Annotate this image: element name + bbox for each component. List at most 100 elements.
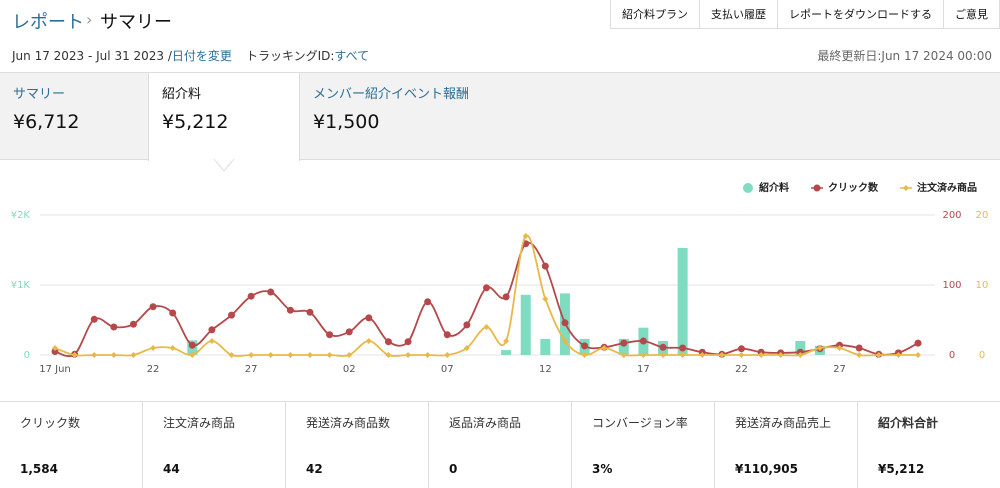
y3-tick-label: 20	[976, 210, 989, 221]
point	[150, 345, 157, 351]
point	[71, 352, 78, 358]
last-updated: 最終更新日:Jun 17 2024 00:00	[817, 49, 992, 63]
point	[267, 288, 275, 296]
tab[interactable]: メンバー紹介イベント報酬 ¥1,500	[300, 73, 550, 159]
point	[639, 337, 647, 345]
point	[659, 343, 667, 351]
point	[483, 324, 490, 330]
point	[737, 345, 745, 353]
point	[384, 338, 392, 346]
breadcrumb-current: サマリー	[100, 12, 172, 33]
button[interactable]: 支払い履歴	[699, 0, 778, 29]
button[interactable]: 紹介料プラン	[610, 0, 700, 29]
point	[541, 262, 549, 270]
tab-value: ¥6,712	[13, 111, 80, 133]
point	[326, 352, 333, 358]
point	[640, 352, 647, 358]
stat-cell: 発送済み商品数 42	[286, 402, 429, 488]
y-tick-label: 0	[24, 350, 30, 361]
date-range-text: Jun 17 2023 - Jul 31 2023 /	[12, 49, 172, 63]
y2-tick-label: 200	[942, 210, 961, 221]
point	[443, 331, 451, 339]
tab-value: ¥1,500	[313, 111, 380, 133]
breadcrumb-link[interactable]: レポート	[12, 12, 84, 33]
y3-tick-label: 10	[976, 280, 989, 291]
stat-label: 返品済み商品	[449, 416, 522, 430]
x-tick-label: 02	[343, 364, 356, 375]
stat-cell: 返品済み商品 0	[429, 402, 572, 488]
button[interactable]: レポートをダウンロードする	[777, 0, 944, 29]
point	[306, 352, 313, 358]
stat-value: 3%	[592, 462, 613, 476]
stat-label: 発送済み商品売上	[735, 416, 832, 430]
stat-cell: 紹介料合計 ¥5,212	[858, 402, 1000, 488]
stat-cell: 発送済み商品売上 ¥110,905	[715, 402, 858, 488]
x-tick-label: 17 Jun	[39, 364, 71, 375]
chart: 0 ¥1K ¥2K 0 100 200 0 10 20 17 Jun 22 27 02 07 12 17 22 2…	[11, 159, 989, 375]
point	[208, 326, 216, 334]
point	[797, 352, 804, 358]
point	[405, 352, 412, 358]
tab-pointer-mask	[215, 159, 233, 161]
point	[424, 352, 431, 358]
point	[345, 328, 353, 336]
date-range: Jun 17 2023 - Jul 31 2023 /日付を変更 トラッキングID…	[12, 47, 369, 64]
stat-label: 紹介料合計	[878, 416, 939, 430]
stat-value: 0	[449, 462, 458, 476]
point	[718, 352, 725, 358]
line	[54, 234, 918, 357]
tracking-link[interactable]: すべて	[334, 49, 370, 63]
stat-value: 44	[163, 462, 180, 476]
tabs: サマリー ¥6,712 紹介料 ¥5,212 メンバー紹介イベント報酬 ¥1,500	[0, 72, 1000, 161]
point	[91, 352, 98, 358]
point	[601, 345, 608, 351]
legend-label: 紹介料	[759, 181, 789, 194]
tab-selected[interactable]: 紹介料 ¥5,212	[148, 73, 300, 161]
point	[326, 331, 334, 339]
breadcrumb-separator: ›	[86, 10, 93, 29]
legend-swatch	[743, 183, 753, 193]
stat-value: 1,584	[20, 462, 58, 476]
stat-value: ¥110,905	[735, 462, 799, 476]
tab-label: メンバー紹介イベント報酬	[313, 87, 470, 102]
point	[699, 352, 706, 358]
stat-label: コンバージョン率	[592, 416, 688, 430]
change-date-link[interactable]: 日付を変更	[171, 49, 232, 63]
y2-tick-label: 100	[942, 280, 961, 291]
x-tick-label: 27	[245, 364, 258, 375]
point	[385, 352, 392, 358]
point	[581, 342, 589, 350]
point	[444, 352, 451, 358]
stat-cell: 注文済み商品 44	[143, 402, 286, 488]
point	[188, 341, 196, 349]
tab[interactable]: サマリー ¥6,712	[0, 73, 150, 159]
point	[169, 345, 176, 351]
point	[189, 352, 196, 358]
stat-cell: クリック数 1,584	[0, 402, 143, 488]
tab-value: ¥5,212	[162, 111, 229, 133]
point	[483, 284, 490, 292]
point	[149, 303, 157, 311]
point	[90, 315, 98, 323]
point	[875, 352, 882, 358]
point	[581, 352, 588, 358]
bar	[677, 247, 688, 355]
y2-tick-label: 0	[949, 350, 955, 361]
y-tick-label: ¥1K	[11, 280, 31, 291]
point	[110, 352, 117, 358]
x-tick-label: 17	[637, 364, 650, 375]
bar	[795, 341, 806, 355]
point	[816, 345, 823, 351]
point	[503, 338, 510, 344]
point	[856, 352, 863, 358]
point	[679, 344, 687, 352]
point	[463, 321, 471, 329]
point	[129, 320, 137, 328]
point	[620, 352, 627, 358]
point	[758, 352, 765, 358]
point	[52, 345, 58, 351]
button[interactable]: ご意見	[943, 0, 1000, 29]
legend-label: 注文済み商品	[917, 181, 977, 194]
x-tick-label: 22	[735, 364, 748, 375]
